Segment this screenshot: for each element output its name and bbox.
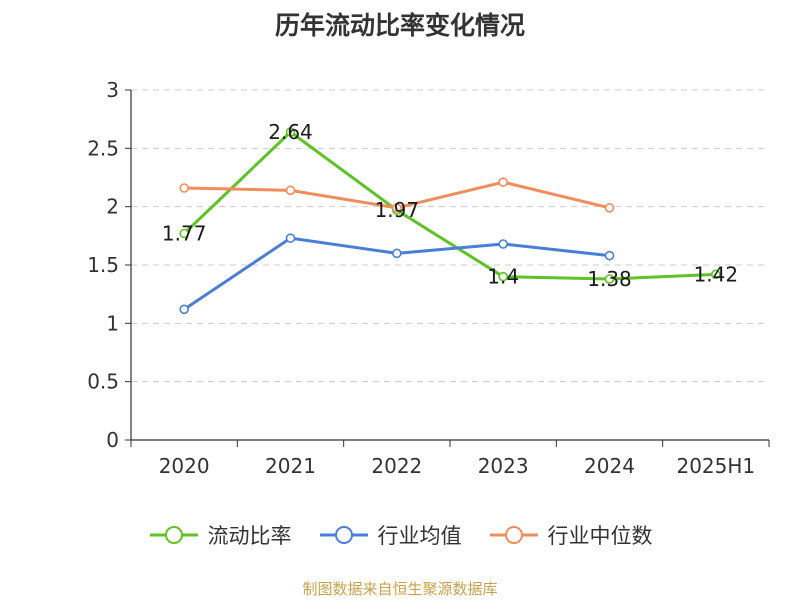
- data-point[interactable]: [392, 248, 402, 259]
- y-tick-label: 1.5: [87, 253, 119, 277]
- data-label: 2.64: [268, 120, 313, 144]
- source-note: 制图数据来自恒生聚源数据库: [302, 580, 498, 598]
- data-point[interactable]: [498, 271, 508, 282]
- data-point[interactable]: [604, 250, 615, 261]
- x-tick-label: 2020: [159, 454, 210, 478]
- x-tick-label: 2025H1: [676, 454, 755, 478]
- x-tick-label: 2021: [265, 454, 316, 478]
- data-point[interactable]: [711, 269, 721, 280]
- data-label: 1.42: [694, 262, 739, 286]
- data-label: 1.38: [587, 267, 632, 291]
- data-point[interactable]: [498, 177, 508, 187]
- legend-item[interactable]: 行业均值: [318, 520, 462, 550]
- legend-line-circle-icon: [489, 526, 538, 544]
- data-point[interactable]: [285, 127, 296, 137]
- legend-label: 行业中位数: [547, 524, 653, 548]
- legend-label: 流动比率: [207, 524, 292, 548]
- legend-item[interactable]: 行业中位数: [488, 520, 653, 550]
- y-tick-label: 0: [106, 428, 119, 452]
- y-tick-label: 2: [106, 195, 119, 219]
- legend-item[interactable]: 流动比率: [148, 520, 292, 550]
- data-point[interactable]: [604, 203, 615, 213]
- data-label: 1.97: [375, 198, 420, 222]
- data-point[interactable]: [392, 203, 402, 213]
- data-labels: 1.77 2.64 1.97 1.4 1.38 1.42: [162, 120, 738, 291]
- data-point[interactable]: [604, 274, 615, 284]
- legend-line-circle-icon: [149, 526, 198, 544]
- y-tick-label: 1: [106, 311, 119, 335]
- y-tick-label: 2.5: [87, 136, 119, 160]
- data-label: 1.77: [162, 222, 207, 246]
- data-point[interactable]: [179, 183, 189, 193]
- grid-lines: [131, 89, 769, 383]
- x-tick-label: 2022: [371, 454, 422, 478]
- data-point[interactable]: [285, 185, 296, 196]
- legend-line-circle-icon: [319, 526, 368, 544]
- chart-title: 历年流动比率变化情况: [274, 11, 525, 40]
- x-tick-label: 2024: [584, 454, 635, 478]
- x-tick-label: 2023: [478, 454, 529, 478]
- data-point[interactable]: [179, 304, 189, 315]
- data-point[interactable]: [285, 233, 296, 243]
- legend-label: 行业均值: [377, 524, 462, 548]
- series-lines: [183, 130, 716, 311]
- data-label: 1.4: [487, 265, 519, 289]
- data-point[interactable]: [498, 239, 508, 249]
- y-tick-label: 3: [106, 78, 119, 102]
- legend: 流动比率 行业均值 行业中位数: [0, 520, 800, 550]
- series-points: [179, 127, 721, 315]
- data-point[interactable]: [179, 228, 189, 239]
- axes: 0 0.5 1 1.5 2 2.5 3 2020 2021 2022 2023 2024 2025H1: [87, 78, 770, 478]
- y-tick-label: 0.5: [87, 370, 119, 394]
- series-line-0: [183, 130, 716, 281]
